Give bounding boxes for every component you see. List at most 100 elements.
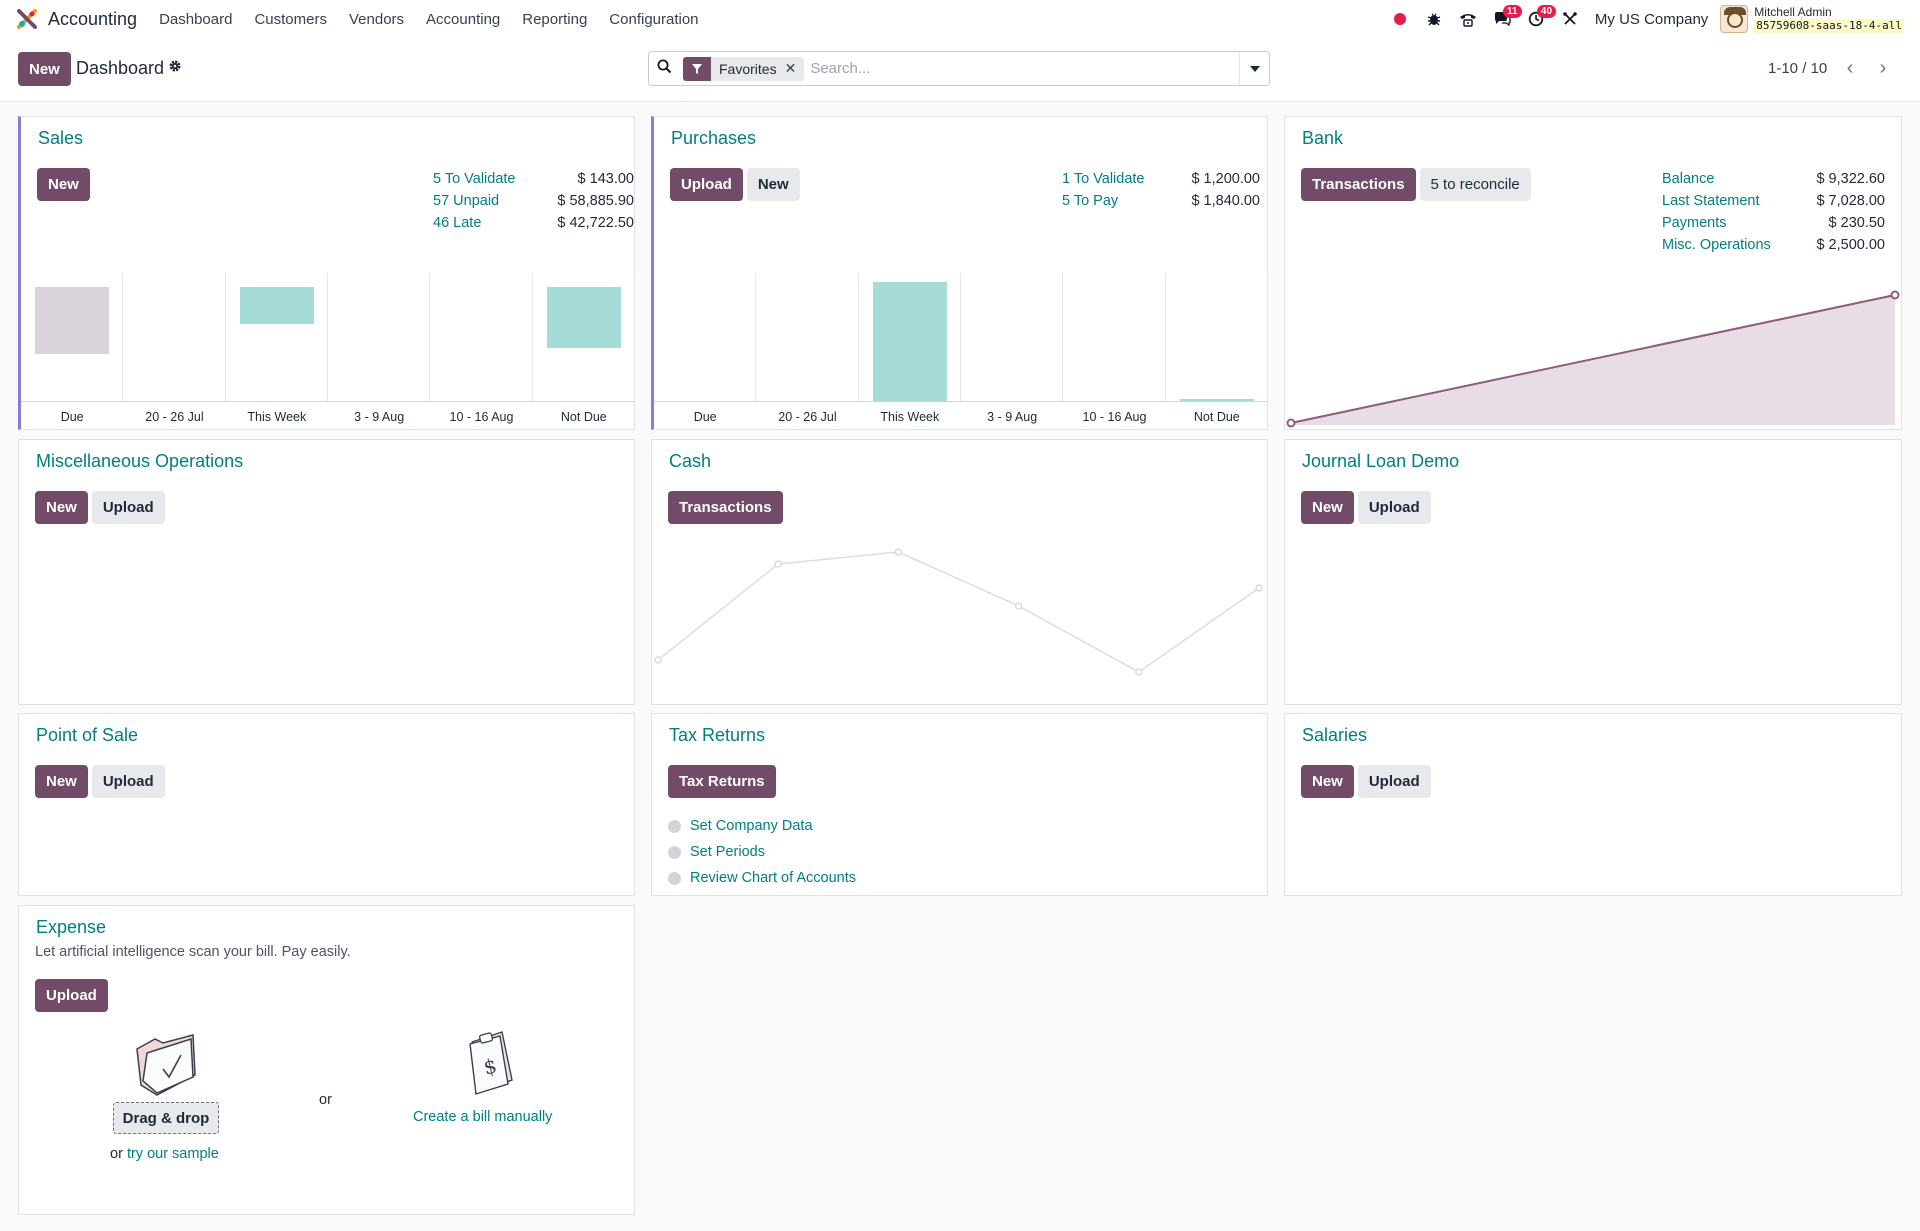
bank-balance-link[interactable]: Balance <box>1662 171 1715 187</box>
bank-last-statement-link[interactable]: Last Statement <box>1662 193 1760 209</box>
chart-column <box>226 273 328 401</box>
pager-value[interactable]: 1-10 / 10 <box>1768 60 1828 77</box>
activities-badge: 40 <box>1536 5 1557 18</box>
stat-amount: $ 143.00 <box>577 171 634 187</box>
journal-loan-demo-title[interactable]: Journal Loan Demo <box>1302 451 1460 471</box>
page-title: Dashboard <box>76 58 165 78</box>
cash-title[interactable]: Cash <box>669 451 712 471</box>
x-tick-label: This Week <box>880 410 940 424</box>
pager-previous-icon[interactable]: ‹ <box>1846 56 1854 79</box>
salaries-title[interactable]: Salaries <box>1302 725 1368 745</box>
tax-returns-title[interactable]: Tax Returns <box>669 725 766 745</box>
search-options-toggle[interactable] <box>1239 52 1269 85</box>
expense-upload-button[interactable]: Upload <box>35 979 108 1012</box>
review-chart-of-accounts-link[interactable]: Review Chart of Accounts <box>690 870 857 886</box>
purchases-to-pay-link[interactable]: 5 To Pay <box>1062 193 1119 209</box>
sales-title[interactable]: Sales <box>38 128 84 148</box>
gear-icon[interactable] <box>168 59 182 77</box>
clipboard-dollar-icon: $ <box>469 1031 513 1095</box>
activities-clock-icon[interactable]: 40 <box>1521 4 1557 34</box>
bank-transactions-button[interactable]: Transactions <box>1301 168 1416 201</box>
search-input[interactable] <box>810 60 1239 77</box>
cash-transactions-button[interactable]: Transactions <box>668 491 783 524</box>
x-tick-label: This Week <box>247 410 307 424</box>
accounting-app-icon[interactable] <box>16 8 38 30</box>
set-company-data-link[interactable]: Set Company Data <box>690 818 813 834</box>
menu-reporting[interactable]: Reporting <box>522 10 588 28</box>
bank-stats: Balance $ 9,322.60 Last Statement $ 7,028.… <box>1662 168 1885 256</box>
x-tick-label: 20 - 26 Jul <box>145 410 204 424</box>
chart-bar[interactable] <box>872 282 947 401</box>
purchases-to-validate-link[interactable]: 1 To Validate <box>1062 171 1145 187</box>
cash-card: Cash Transactions <box>651 439 1268 705</box>
phone-icon[interactable] <box>1453 4 1483 34</box>
misc-upload-button[interactable]: Upload <box>91 491 165 524</box>
purchases-title[interactable]: Purchases <box>671 128 757 148</box>
expense-subtitle: Let artificial intelligence scan your bi… <box>35 944 351 960</box>
point-of-sale-title[interactable]: Point of Sale <box>36 725 139 745</box>
tools-icon[interactable] <box>1555 4 1585 34</box>
new-journal-button[interactable]: New <box>18 52 71 86</box>
chart-bar[interactable] <box>1179 399 1254 401</box>
chart-column <box>1166 273 1268 401</box>
menu-accounting[interactable]: Accounting <box>426 10 501 28</box>
journal-loan-demo-card: Journal Loan Demo New Upload <box>1284 439 1902 705</box>
sales-to-validate-link[interactable]: 5 To Validate <box>433 171 516 187</box>
tax-returns-button[interactable]: Tax Returns <box>668 765 776 798</box>
pager-next-icon[interactable]: › <box>1879 56 1887 79</box>
sales-aging-chart[interactable]: Due 20 - 26 Jul This Week 3 - 9 Aug 10 - 16 … <box>21 273 635 431</box>
expense-title[interactable]: Expense <box>36 917 107 937</box>
pos-upload-button[interactable]: Upload <box>91 765 165 798</box>
menu-vendors[interactable]: Vendors <box>348 10 405 28</box>
purchases-aging-chart[interactable]: Due 20 - 26 Jul This Week 3 - 9 Aug 10 - 16 … <box>654 273 1268 431</box>
x-tick-label: Not Due <box>1193 410 1240 424</box>
purchases-upload-button[interactable]: Upload <box>670 168 743 201</box>
user-menu[interactable]: Mitchell Admin 85759608-saas-18-4-all <box>1754 5 1904 33</box>
create-bill-manually-link[interactable]: Create a bill manually <box>413 1109 553 1125</box>
menu-configuration[interactable]: Configuration <box>609 10 699 28</box>
cash-point <box>1015 602 1023 610</box>
try-sample-link[interactable]: try our sample <box>126 1146 219 1162</box>
stat-row: Payments $ 230.50 <box>1662 212 1885 234</box>
bank-misc-operations-link[interactable]: Misc. Operations <box>1662 237 1771 253</box>
salaries-new-button[interactable]: New <box>1301 765 1354 798</box>
x-tick-label: Not Due <box>560 410 607 424</box>
salaries-upload-button[interactable]: Upload <box>1357 765 1431 798</box>
record-icon[interactable] <box>1385 4 1415 34</box>
bank-reconcile-button[interactable]: 5 to reconcile <box>1419 168 1531 201</box>
app-name[interactable]: Accounting <box>48 8 138 29</box>
purchases-stats: 1 To Validate $ 1,200.00 5 To Pay $ 1,840.… <box>1062 168 1260 212</box>
drag-drop-button[interactable]: Drag & drop <box>113 1102 219 1134</box>
sales-late-link[interactable]: 46 Late <box>433 215 482 231</box>
messages-icon[interactable]: 11 <box>1487 4 1522 34</box>
x-tick-label: Due <box>60 410 84 424</box>
pos-new-button[interactable]: New <box>35 765 88 798</box>
chart-bar[interactable] <box>35 287 109 355</box>
cash-point <box>1255 584 1263 592</box>
misc-new-button[interactable]: New <box>35 491 88 524</box>
search-icon[interactable] <box>649 59 679 78</box>
loan-upload-button[interactable]: Upload <box>1357 491 1431 524</box>
chart-column <box>328 273 431 401</box>
bank-payments-link[interactable]: Payments <box>1662 215 1727 231</box>
set-periods-link[interactable]: Set Periods <box>690 844 765 860</box>
chart-bar[interactable] <box>546 287 621 348</box>
menu-customers[interactable]: Customers <box>254 10 327 28</box>
sales-card: Sales New 5 To Validate $ 143.00 57 Unpai… <box>18 116 635 430</box>
purchases-new-button[interactable]: New <box>746 168 800 201</box>
loan-new-button[interactable]: New <box>1301 491 1354 524</box>
favorites-facet[interactable]: Favorites ✕ <box>683 56 805 81</box>
cash-line-chart[interactable] <box>652 540 1267 680</box>
user-avatar[interactable] <box>1720 5 1749 33</box>
sales-unpaid-link[interactable]: 57 Unpaid <box>433 193 500 209</box>
bank-balance-chart[interactable] <box>1285 287 1901 431</box>
remove-facet-icon[interactable]: ✕ <box>784 60 797 76</box>
bank-title[interactable]: Bank <box>1302 128 1344 148</box>
misc-operations-title[interactable]: Miscellaneous Operations <box>36 451 244 471</box>
bug-icon[interactable] <box>1419 4 1449 34</box>
sales-new-button[interactable]: New <box>37 168 90 201</box>
chart-bar[interactable] <box>239 287 314 324</box>
company-switcher[interactable]: My US Company <box>1594 10 1709 28</box>
menu-dashboard[interactable]: Dashboard <box>159 10 233 28</box>
